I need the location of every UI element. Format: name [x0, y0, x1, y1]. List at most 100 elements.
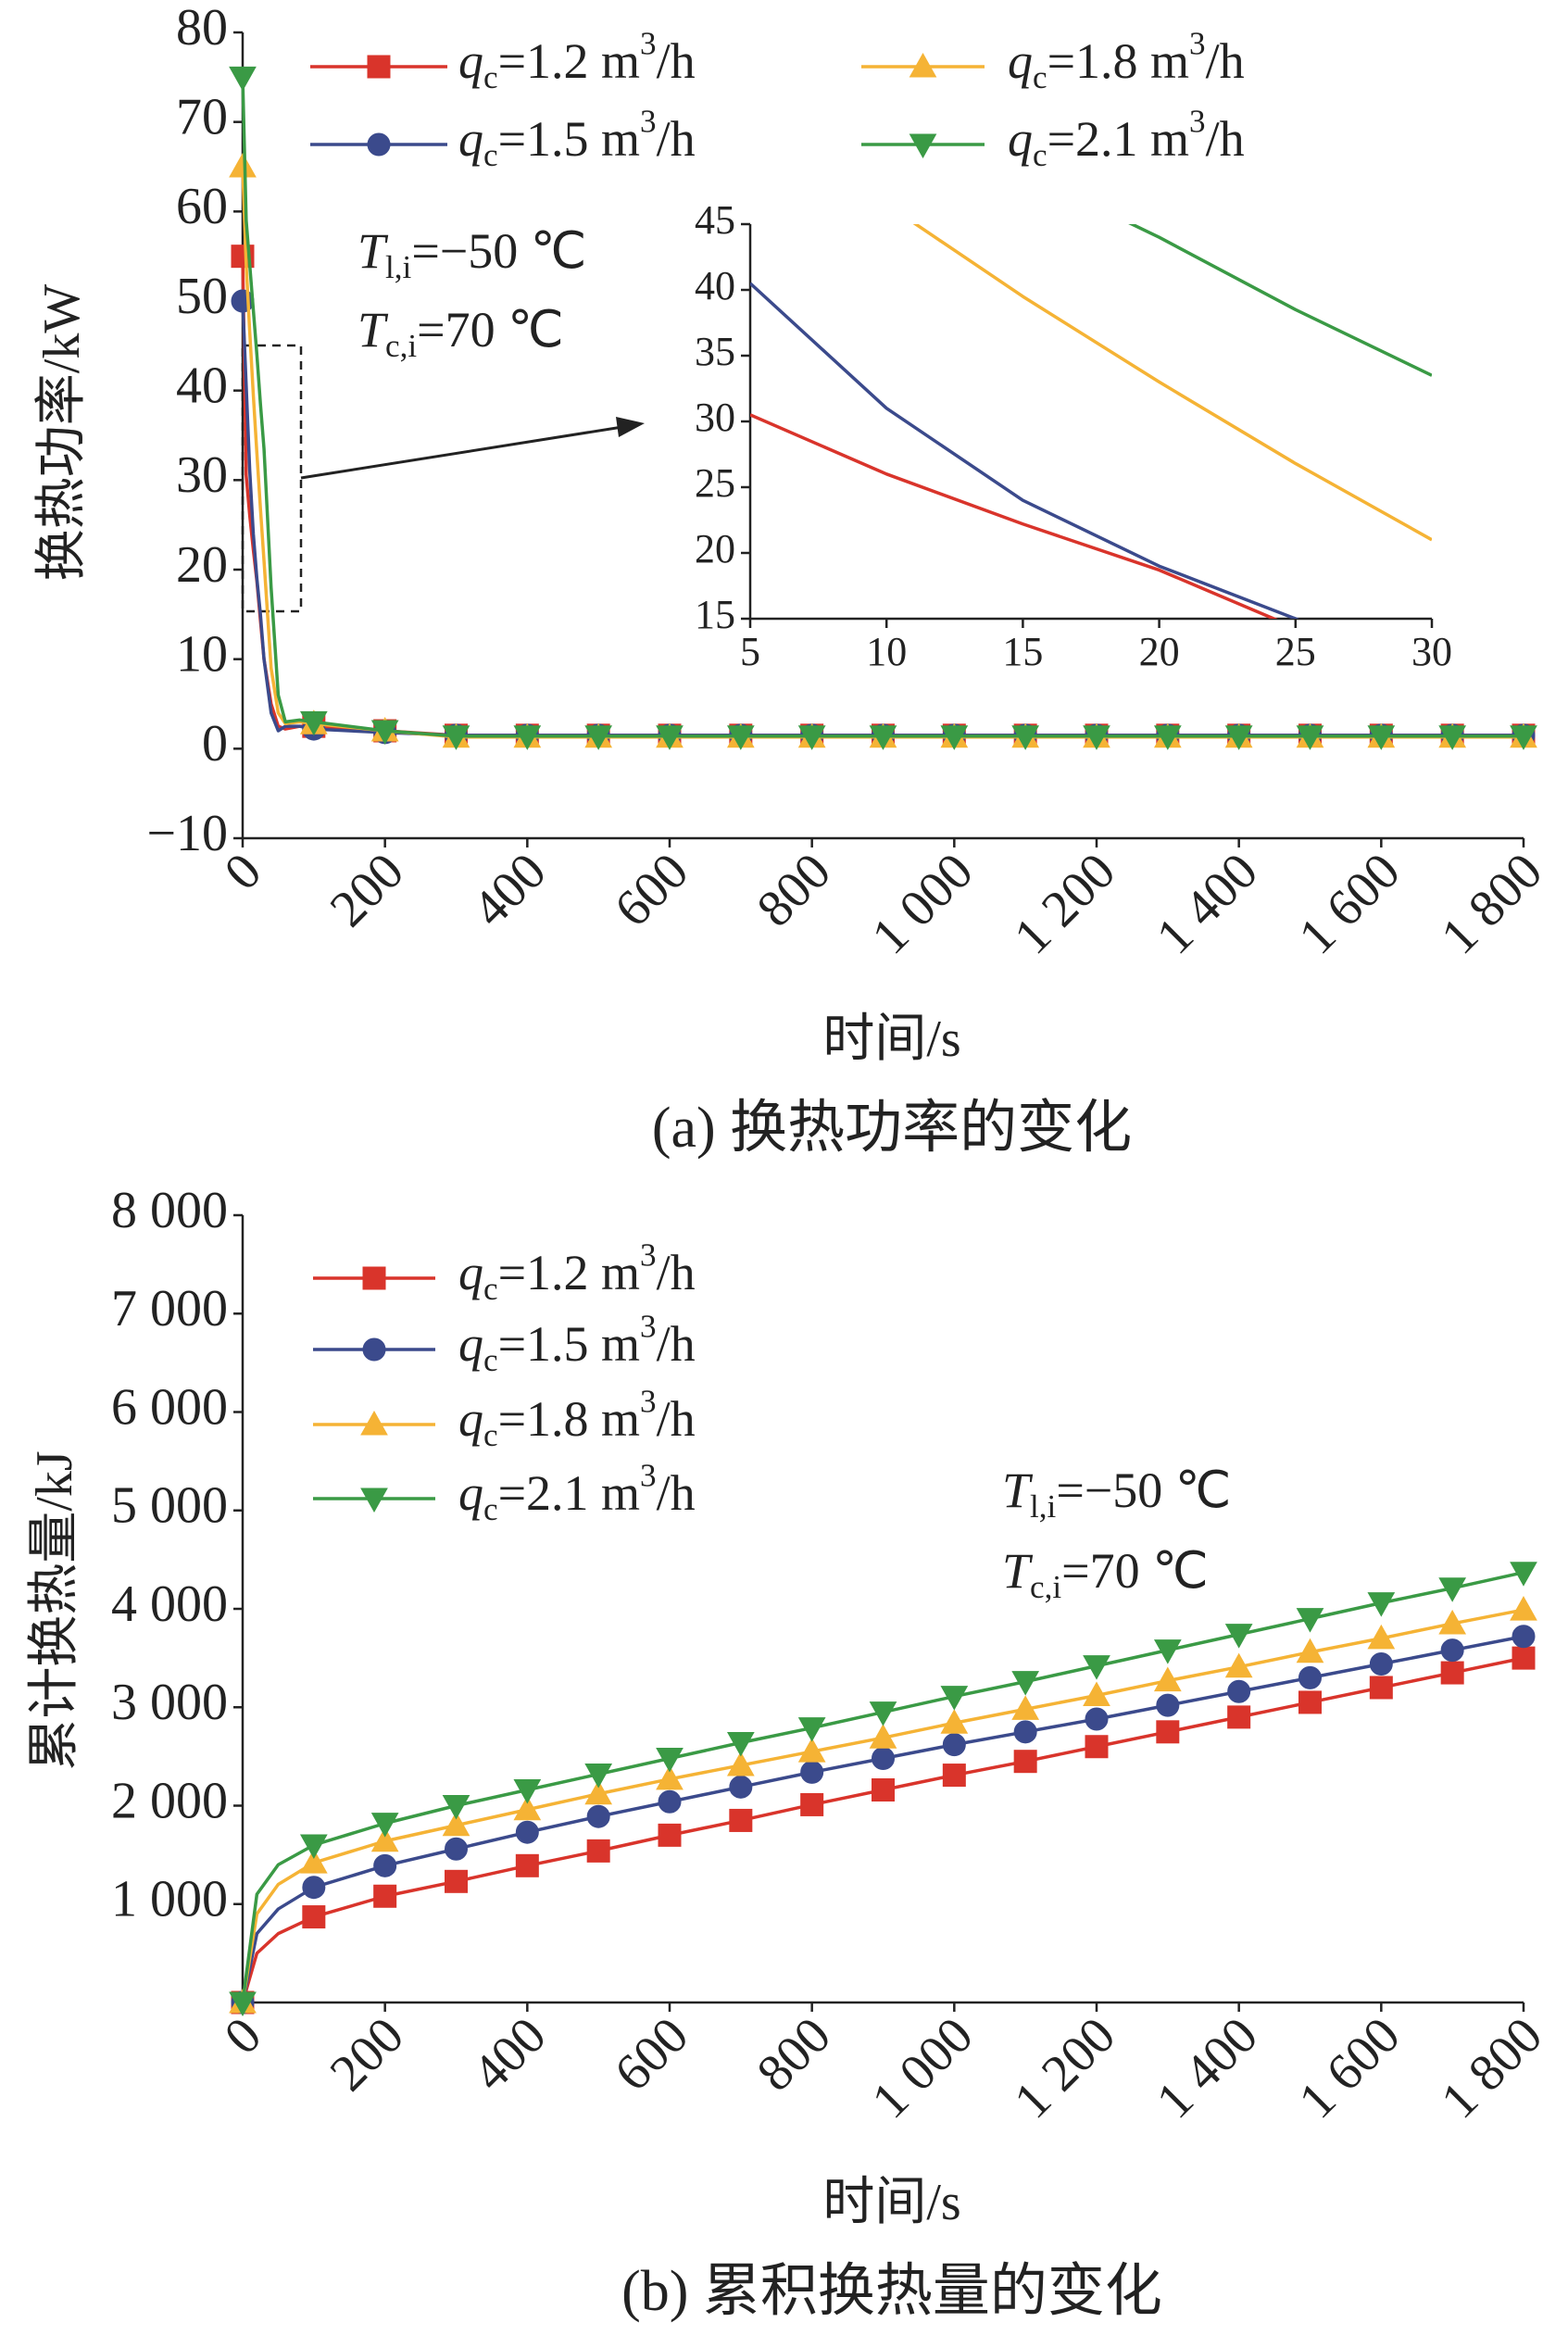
legend-label: qc=1.2 m3/h [458, 25, 696, 95]
marker [360, 1410, 388, 1436]
series-line [1128, 224, 1432, 377]
marker [1367, 1624, 1396, 1650]
marker [909, 133, 937, 159]
x-tick-label: 1 800 [1430, 842, 1553, 965]
marker [940, 1709, 969, 1734]
y-tick-label: 1 000 [111, 1871, 228, 1928]
marker [367, 132, 391, 157]
marker [872, 1778, 895, 1801]
marker [229, 1991, 257, 2017]
marker [656, 1764, 684, 1790]
marker [1510, 725, 1537, 750]
marker [586, 1839, 610, 1863]
marker [513, 1779, 542, 1804]
marker [658, 1789, 682, 1814]
series-line [912, 224, 1432, 542]
x-axis-label: 时间/s [822, 2174, 960, 2231]
marker [513, 725, 542, 750]
marker [1367, 725, 1396, 750]
marker [1369, 1676, 1393, 1700]
x-tick-label: 0 [214, 842, 273, 901]
marker [299, 1849, 328, 1874]
axis-line [241, 32, 1524, 840]
y-tick-label: 15 [695, 592, 735, 637]
marker [1298, 1665, 1322, 1689]
y-tick-label: 0 [202, 715, 228, 772]
y-tick-label: 4 000 [111, 1575, 228, 1633]
marker [797, 1738, 826, 1763]
marker [800, 1792, 824, 1816]
marker [1011, 1695, 1040, 1720]
marker [302, 1905, 326, 1929]
marker [362, 1266, 386, 1290]
y-tick-label: 40 [176, 358, 228, 415]
marker [726, 1732, 755, 1757]
y-tick-label: 7 000 [111, 1280, 228, 1337]
marker [1512, 1625, 1536, 1649]
x-tick-label: 1 000 [861, 842, 985, 965]
marker [1296, 1608, 1324, 1633]
x-tick-label: 1 600 [1288, 842, 1411, 965]
marker [1224, 725, 1253, 750]
x-tick-label: 400 [461, 842, 557, 937]
annotation: Tl,i=−50 ℃ [358, 223, 586, 285]
marker [726, 1751, 755, 1776]
marker [1085, 1735, 1109, 1759]
marker [1156, 1693, 1180, 1717]
marker [302, 1876, 326, 1900]
y-tick-label: 25 [695, 460, 735, 506]
series-line [750, 282, 1299, 619]
axis-line [748, 224, 1432, 621]
legend-label: qc=2.1 m3/h [458, 1457, 696, 1527]
marker [869, 1724, 897, 1749]
marker [1153, 1639, 1182, 1664]
marker [869, 725, 897, 750]
x-tick-label: 1 200 [1003, 842, 1126, 965]
marker [909, 52, 937, 78]
marker [1438, 725, 1467, 750]
marker [229, 152, 257, 178]
marker [1296, 1638, 1324, 1663]
marker [797, 725, 826, 750]
annotation: Tc,i=70 ℃ [1002, 1543, 1209, 1605]
y-tick-label: 60 [176, 178, 228, 235]
marker [445, 1869, 468, 1893]
y-tick-label: 70 [176, 89, 228, 146]
marker [1367, 1592, 1396, 1617]
series-line [241, 1635, 1524, 2003]
marker [373, 1853, 397, 1877]
caption: (a) 换热功率的变化 [652, 1097, 1132, 1160]
marker [1224, 1624, 1253, 1649]
x-tick-label: 1 400 [1146, 2006, 1269, 2129]
marker [513, 1795, 542, 1821]
y-tick-label: 20 [695, 526, 735, 571]
y-tick-label: 20 [176, 536, 228, 594]
marker [1083, 1681, 1110, 1706]
marker [1296, 725, 1324, 750]
x-tick-label: 20 [1139, 629, 1180, 674]
marker [586, 1804, 610, 1828]
marker [584, 1764, 613, 1789]
marker [1156, 1720, 1180, 1744]
marker [1440, 1661, 1464, 1685]
marker [729, 1775, 753, 1799]
zoom-arrow [300, 425, 623, 480]
marker [658, 1823, 682, 1847]
marker [442, 1795, 470, 1820]
marker [373, 1884, 397, 1908]
x-tick-label: 600 [604, 842, 699, 937]
marker [1011, 725, 1040, 750]
legend-label: qc=1.8 m3/h [1008, 25, 1245, 95]
y-tick-label: 80 [176, 0, 228, 56]
marker [1011, 1671, 1040, 1696]
y-tick-label: 8 000 [111, 1182, 228, 1239]
caption: (b) 累积换热量的变化 [621, 2260, 1162, 2323]
arrow-head [616, 417, 645, 437]
x-tick-label: 800 [746, 2006, 842, 2102]
y-tick-label: 5 000 [111, 1477, 228, 1535]
marker [584, 1779, 613, 1805]
marker [442, 1811, 470, 1837]
marker [370, 720, 399, 746]
series-line [750, 413, 1278, 619]
